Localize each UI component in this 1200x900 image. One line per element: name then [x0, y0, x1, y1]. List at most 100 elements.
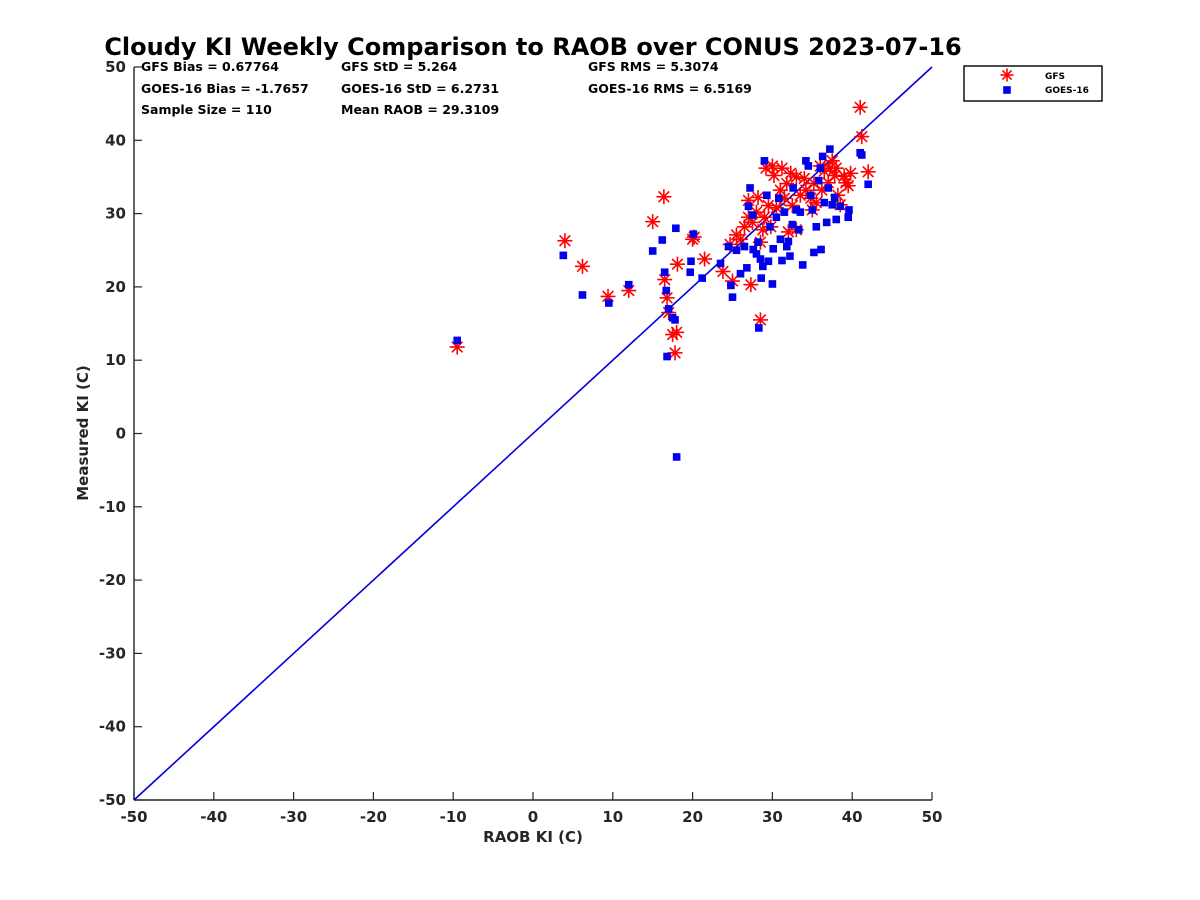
goes16-point [764, 257, 773, 266]
gfs-point [860, 164, 876, 180]
goes16-point [754, 238, 762, 246]
gfs-point [796, 170, 812, 186]
x-tick-label: -10 [440, 808, 467, 826]
goes16-point [836, 202, 845, 211]
goes16-point [804, 162, 813, 170]
goes16-point [749, 245, 758, 254]
gfs-point [840, 178, 856, 194]
goes16-point [724, 242, 733, 251]
x-tick-label: 0 [528, 808, 538, 826]
gfs-point [574, 258, 590, 274]
y-tick-label: -50 [99, 791, 126, 809]
x-tick-label: 10 [602, 808, 623, 826]
goes16-point [818, 152, 827, 161]
goes16-point [828, 201, 837, 209]
y-tick-label: 20 [105, 278, 126, 296]
y-tick-label: 50 [105, 58, 126, 76]
x-tick-label: -30 [280, 808, 307, 826]
y-tick-label: -40 [99, 718, 126, 736]
goes16-point [780, 208, 789, 216]
goes16-point [648, 247, 657, 255]
goes16-point [820, 198, 829, 207]
gfs-point [843, 165, 859, 181]
goes16-point [788, 220, 797, 229]
goes16-point [826, 145, 834, 153]
stat-text: GFS RMS = 5.3074 [588, 59, 719, 74]
x-axis-label: RAOB KI (C) [483, 828, 583, 846]
goes16-point [759, 262, 767, 271]
goes16-point [814, 176, 823, 185]
goes16-point [698, 274, 706, 282]
y-tick-label: 10 [105, 351, 126, 369]
goes16-point [776, 235, 785, 244]
y-tick-label: 0 [116, 425, 126, 443]
goes16-point [844, 213, 853, 222]
goes16-point [782, 242, 791, 251]
goes16-point [732, 246, 741, 255]
goes16-point [748, 211, 757, 219]
gfs-point [669, 324, 685, 340]
goes16-point [817, 245, 825, 254]
goes16-point [822, 218, 831, 227]
gfs-point [697, 251, 713, 267]
stat-text: Mean RAOB = 29.3109 [341, 102, 499, 117]
goes16-point [755, 324, 763, 332]
goes16-point [808, 206, 817, 214]
goes16-series [453, 145, 872, 461]
gfs-point [743, 277, 759, 293]
gfs-point [854, 129, 870, 145]
legend-gfs-label: GFS [1045, 72, 1065, 82]
y-tick-label: -20 [99, 571, 126, 589]
gfs-series [449, 99, 876, 361]
gfs-point [828, 160, 844, 176]
goes16-point [794, 225, 803, 234]
stats-annotations: GFS Bias = 0.67764 GFS StD = 5.264 GFS RMS… [141, 59, 752, 117]
goes16-point [664, 305, 673, 313]
legend-goes16-label: GOES-16 [1045, 86, 1089, 96]
y-tick-label: 40 [105, 131, 126, 149]
y-axis-label: Measured KI (C) [74, 365, 92, 501]
gfs-point [669, 256, 685, 272]
x-tick-label: 20 [682, 808, 703, 826]
goes16-point [774, 194, 783, 203]
goes16-point [812, 222, 821, 231]
x-tick-label: 40 [842, 808, 863, 826]
goes16-point [559, 251, 568, 260]
legend-gfs-marker [1000, 68, 1014, 82]
goes16-point [786, 252, 794, 260]
x-tick-label: -40 [200, 808, 227, 826]
goes16-point [845, 206, 853, 214]
goes16-point [662, 286, 671, 295]
goes16-point [810, 248, 818, 257]
goes16-point [796, 208, 805, 216]
stat-text: GOES-16 RMS = 6.5169 [588, 81, 752, 96]
x-tick-label: 50 [922, 808, 943, 826]
goes16-point [663, 352, 671, 361]
goes16-point [772, 213, 781, 222]
goes16-point [728, 293, 737, 301]
goes16-point [672, 453, 681, 461]
gfs-point [756, 209, 772, 225]
gfs-point [764, 158, 780, 174]
legend-goes16-marker [1003, 86, 1011, 94]
goes16-point [789, 184, 797, 192]
goes16-point [658, 236, 667, 244]
goes16-point [768, 280, 777, 288]
goes16-point [716, 259, 725, 268]
goes16-point [624, 280, 633, 289]
goes16-point [824, 184, 833, 192]
goes16-point [743, 264, 751, 272]
goes16-point [727, 281, 735, 290]
x-tick-label: -50 [120, 808, 147, 826]
goes16-point [740, 242, 749, 251]
legend-box [963, 65, 1103, 102]
y-tick-label: -10 [99, 498, 126, 516]
goes16-point [660, 268, 669, 277]
goes16-point [687, 257, 695, 266]
goes16-point [746, 184, 754, 192]
goes16-point [769, 244, 777, 253]
goes16-point [736, 269, 745, 278]
goes16-point [784, 237, 793, 246]
goes16-point [752, 250, 761, 258]
chart-title: Cloudy KI Weekly Comparison to RAOB over… [104, 33, 961, 61]
